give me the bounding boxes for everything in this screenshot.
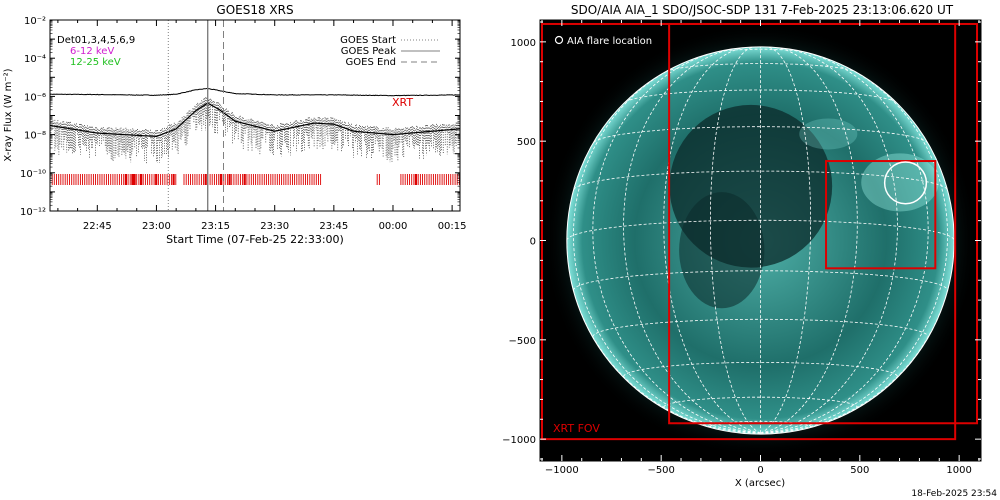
goes-title: GOES18 XRS <box>216 3 293 17</box>
xrt-observation-bars <box>49 174 460 185</box>
detector-label: Det01,3,4,5,6,9 <box>57 35 135 46</box>
xrt-fov-label: XRT FOV <box>553 422 600 435</box>
longitude-line <box>760 47 858 434</box>
xrt-interval-3 <box>376 174 380 185</box>
goes-xlabel: Start Time (07-Feb-25 22:33:00) <box>166 233 344 246</box>
legend-start-label: GOES Start <box>340 35 396 46</box>
x-tick-label: 00:00 <box>379 221 408 232</box>
xrt-label: XRT <box>392 96 413 109</box>
image-y-tick-label: 0 <box>530 237 536 248</box>
image-x-tick-label: −500 <box>647 465 674 476</box>
x-tick-label: 23:15 <box>201 221 230 232</box>
xrt-fov-boxes <box>540 22 979 441</box>
timestamp: 18-Feb-2025 23:54 <box>911 489 997 499</box>
flux-curves <box>50 87 460 164</box>
band-high-label: 12-25 keV <box>70 57 121 68</box>
image-x-tick-label: 500 <box>850 465 869 476</box>
longitude-line <box>663 47 761 434</box>
flare-legend-icon <box>554 35 564 45</box>
y-tick-label: 10⁻⁶ <box>24 92 46 103</box>
legend-peak-label: GOES Peak <box>341 46 396 57</box>
dark-region <box>679 192 765 309</box>
aia-image-content <box>540 22 979 458</box>
image-x-tick-label: −1000 <box>545 465 579 476</box>
xrt-fov-box-3 <box>825 160 937 270</box>
x-tick-label: 23:00 <box>142 221 171 232</box>
y-axis-ticks: 10⁻² 10⁻⁴ 10⁻⁶ 10⁻⁸ 10⁻¹⁰ 10⁻¹² <box>20 16 460 218</box>
image-x-ticks: −1000 −500 0 500 1000 <box>541 20 980 476</box>
longitude-line <box>623 47 761 434</box>
y-tick-label: 10⁻¹² <box>20 207 46 218</box>
longitude-line <box>572 62 761 434</box>
latitude-line <box>624 89 897 103</box>
flux-series-1 <box>50 87 460 97</box>
aia-title: SDO/AIA AIA_1 SDO/JSOC-SDP 131 7-Feb-202… <box>571 3 954 17</box>
latitude-line <box>623 362 898 377</box>
y-tick-label: 10⁻⁴ <box>24 54 46 65</box>
latitude-line <box>573 170 948 190</box>
x-tick-label: 22:45 <box>83 221 112 232</box>
image-y-ticks: 1000 500 0 −500 −1000 <box>502 21 981 460</box>
flux-series-2 <box>50 97 460 164</box>
xrt-interval-1 <box>49 174 177 185</box>
longitude-line <box>760 62 949 434</box>
xrt-fov-box-2 <box>668 22 979 425</box>
goes-ylabel: X-ray Flux (W m⁻²) <box>3 68 14 161</box>
x-tick-label: 23:45 <box>319 221 348 232</box>
image-x-tick-label: 0 <box>757 465 763 476</box>
goes-xrs-panel: GOES18 XRS 10⁻² 10⁻⁴ 10⁻⁶ 10⁻⁸ 10⁻¹⁰ 10⁻¹² 22… <box>3 3 467 246</box>
y-tick-label: 10⁻¹⁰ <box>20 169 46 180</box>
xrt-interval-4 <box>400 174 460 185</box>
x-tick-label: 00:15 <box>438 221 467 232</box>
latitude-line <box>665 63 856 72</box>
flare-location-circle <box>883 161 928 205</box>
goes-time-markers <box>167 20 224 211</box>
image-y-tick-label: −500 <box>509 336 536 347</box>
longitude-line <box>710 46 761 434</box>
y-tick-label: 10⁻⁸ <box>24 131 46 142</box>
image-y-tick-label: −1000 <box>502 435 536 446</box>
x-axis-ticks: 22:45 23:00 23:15 23:30 23:45 00:00 00:15 <box>57 20 467 232</box>
goes-legend: GOES Start GOES Peak GOES End <box>340 35 440 68</box>
image-y-tick-label: 1000 <box>511 38 536 49</box>
longitude-line <box>760 47 898 434</box>
xrt-interval-2 <box>183 174 322 185</box>
y-tick-label: 10⁻² <box>24 16 46 27</box>
active-region-glow <box>799 118 858 150</box>
band-low-label: 6-12 keV <box>70 46 114 57</box>
aia-image-panel: SDO/AIA AIA_1 SDO/JSOC-SDP 131 7-Feb-202… <box>502 3 997 499</box>
heliographic-grid <box>566 46 955 434</box>
latitude-line <box>593 126 928 143</box>
x-tick-label: 23:30 <box>260 221 289 232</box>
legend-end-label: GOES End <box>346 57 396 68</box>
flare-legend-label: AIA flare location <box>567 36 652 47</box>
image-x-tick-label: 1000 <box>946 465 971 476</box>
image-y-tick-label: 500 <box>517 137 536 148</box>
image-xlabel: X (arcsec) <box>735 478 785 489</box>
longitude-line <box>760 46 811 434</box>
